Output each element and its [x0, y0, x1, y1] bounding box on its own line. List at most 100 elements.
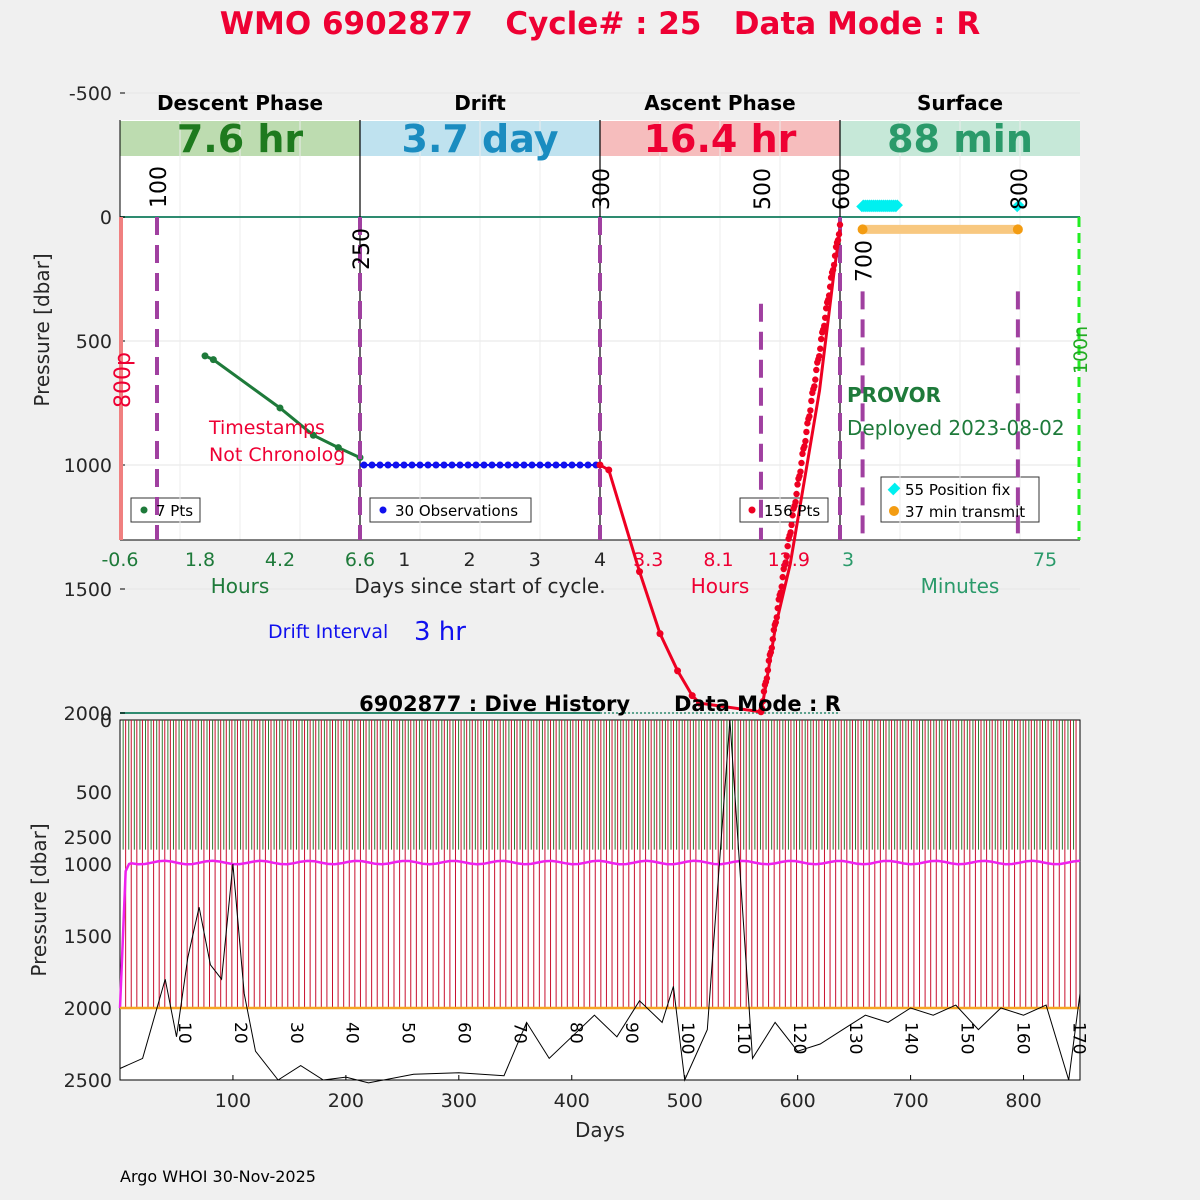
ascent-point — [763, 675, 771, 682]
ascent-point — [768, 644, 776, 652]
descent-x-tick: 1.8 — [185, 549, 215, 571]
descent-point — [209, 356, 217, 364]
position-fix-point — [890, 199, 903, 213]
ascent-point — [821, 314, 829, 321]
ascent-x-tick: 12.9 — [768, 549, 810, 571]
cycle-number-label: 20 — [230, 1022, 250, 1044]
drift-point — [568, 461, 576, 469]
drift-point — [400, 461, 408, 469]
cycle-number-label: 140 — [901, 1022, 921, 1054]
ascent-point — [798, 459, 805, 467]
drift-start-label: 250 — [350, 228, 375, 270]
history-x-tick: 400 — [554, 1090, 590, 1112]
ascent-x-tick: 8.1 — [703, 549, 733, 571]
drift-point — [392, 461, 400, 469]
drift-point — [528, 461, 536, 469]
cycle-number-label: 70 — [509, 1022, 529, 1044]
drift-point — [408, 461, 416, 469]
cycle-number-label: 60 — [453, 1022, 473, 1044]
ascent-point — [794, 481, 801, 488]
phase-duration: 7.6 hr — [177, 117, 304, 161]
profile-y-tick: 500 — [76, 331, 112, 353]
drift-point — [448, 461, 456, 469]
drift-point — [384, 461, 392, 469]
ascent-point — [784, 542, 791, 550]
ascent-point — [803, 428, 810, 436]
drift-pressure-line — [118, 859, 1081, 1009]
ascent-point — [829, 266, 837, 274]
ascent-point — [764, 666, 772, 674]
drift-point — [576, 461, 584, 469]
profile-y-tick: 1000 — [64, 455, 112, 477]
ascent-point — [773, 614, 780, 621]
descent-x-tick: -0.6 — [101, 549, 138, 571]
drift-point — [512, 461, 520, 469]
ascent-point — [783, 552, 790, 560]
bottom-depth-line — [119, 719, 1081, 1084]
drift-point — [496, 461, 504, 469]
descent-x-tick: 4.2 — [265, 549, 295, 571]
ascent-point — [788, 521, 795, 529]
descent-legend-marker — [140, 506, 148, 514]
ascent-point — [792, 498, 799, 506]
descent-event-label: 100 — [147, 166, 172, 208]
ascent-point — [806, 413, 813, 420]
phase-name: Surface — [917, 91, 1003, 115]
phase-name: Descent Phase — [157, 91, 323, 115]
descent-legend-label: 7 Pts — [156, 502, 193, 520]
ascent-point — [777, 589, 784, 596]
position-fix-point — [1011, 199, 1025, 213]
ascent-point — [758, 705, 766, 712]
ascent-point — [818, 335, 825, 343]
surface-x-tick: 3 — [842, 549, 854, 571]
drift-interval-label: Drift Interval — [268, 621, 388, 643]
descent-note-line2: Not Chronolog — [209, 444, 345, 466]
ascent-point — [782, 559, 789, 566]
ascent-x-label: Hours — [691, 574, 750, 598]
ascent-event-label: 500 — [751, 168, 776, 210]
drift-point — [416, 461, 424, 469]
surface-legend-fix-marker — [887, 482, 901, 496]
history-title: 6902877 : Dive History Data Mode : R — [359, 692, 841, 716]
drift-point — [488, 461, 496, 469]
ascent-point — [759, 697, 767, 705]
cycle-number-label: 120 — [789, 1022, 809, 1054]
ascent-point — [774, 604, 781, 612]
drift-point — [552, 461, 560, 469]
cycle-number-label: 40 — [342, 1022, 362, 1044]
ascent-point — [813, 366, 820, 374]
deployment-date: Deployed 2023-08-02 — [847, 416, 1065, 440]
surface-legend-tx-marker — [889, 506, 899, 516]
drift-point — [376, 461, 384, 469]
drift-legend-marker — [379, 506, 387, 514]
drift-point — [456, 461, 464, 469]
ascent-point — [674, 667, 682, 675]
ascent-x-tick: 3.3 — [633, 549, 663, 571]
ascent-point — [825, 292, 833, 299]
drift-point — [544, 461, 552, 469]
phase-duration: 3.7 day — [402, 117, 559, 161]
cycle-number-label: 130 — [845, 1022, 865, 1054]
history-labels: 10 20 30 40 50 60 70 80 90 100 110 120 130 140 150 160 1… — [64, 710, 1089, 1112]
transmit-end-point — [1012, 224, 1023, 235]
ascent-point — [801, 443, 808, 450]
drift-x-tick: 2 — [464, 549, 476, 571]
cycle-number-label: 50 — [398, 1022, 418, 1044]
ascent-point — [789, 512, 796, 519]
cycle-number-label: 100 — [677, 1022, 697, 1054]
ascent-point — [656, 630, 664, 638]
ascent-point — [835, 231, 843, 238]
ascent-point — [793, 490, 800, 498]
ascent-point — [778, 583, 785, 590]
surface-legend-fix-label: 55 Position fix — [905, 481, 1010, 499]
cycle-number-label: 90 — [621, 1022, 641, 1044]
ascent-point — [770, 626, 778, 634]
history-x-tick: 200 — [328, 1090, 364, 1112]
drift-point — [440, 461, 448, 469]
ascent-point — [787, 529, 794, 536]
drift-point — [464, 461, 472, 469]
descent-x-label: Hours — [211, 574, 270, 598]
descent-left-marker-label: 800p — [111, 352, 136, 408]
history-x-tick: 500 — [667, 1090, 703, 1112]
